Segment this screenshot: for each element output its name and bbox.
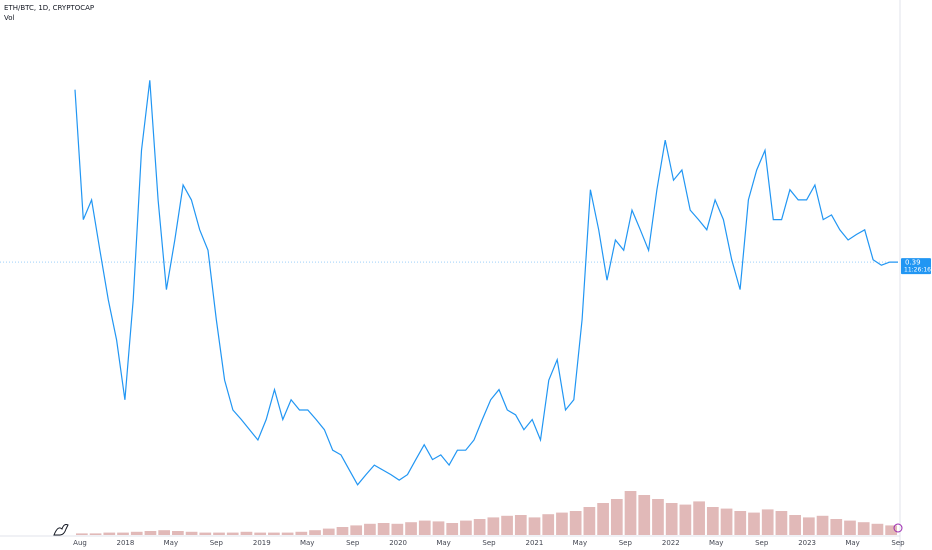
- chart-title: ETH/BTC, 1D, CRYPTOCAP: [4, 4, 94, 12]
- volume-bar: [144, 531, 157, 535]
- volume-bar: [638, 495, 651, 535]
- volume-bar: [597, 503, 609, 535]
- volume-bar: [405, 522, 417, 535]
- x-tick-label: Sep: [346, 539, 360, 547]
- logo: [53, 524, 69, 536]
- volume-bar: [816, 515, 829, 535]
- volume-bar: [322, 528, 335, 535]
- volume-bar: [240, 531, 253, 535]
- volume-bar: [487, 517, 500, 535]
- volume-bar: [199, 532, 212, 535]
- volume-bar: [185, 531, 198, 535]
- x-tick-label: May: [164, 539, 178, 547]
- volume-bar: [665, 503, 678, 535]
- volume-bar: [350, 525, 363, 535]
- volume-bar: [720, 508, 733, 535]
- volume-bar: [418, 520, 431, 535]
- volume-bar: [130, 531, 143, 535]
- x-tick-label: 2023: [798, 539, 816, 547]
- volume-bar: [377, 523, 390, 535]
- volume-bar: [734, 511, 747, 535]
- volume-bar: [254, 532, 267, 535]
- volume-bar: [117, 532, 129, 535]
- volume-bar: [885, 525, 897, 535]
- volume-bar: [514, 515, 527, 535]
- x-tick-label: May: [709, 539, 723, 547]
- volume-bar: [336, 527, 349, 535]
- volume-bar: [569, 511, 582, 535]
- volume-bar: [775, 511, 788, 535]
- volume-bar: [295, 531, 308, 535]
- x-tick-label: Sep: [755, 539, 769, 547]
- volume-bar: [844, 520, 856, 535]
- volume-bar: [446, 523, 459, 535]
- x-tick-label: Sep: [891, 539, 905, 547]
- volume-bar: [583, 507, 596, 535]
- volume-bar: [693, 501, 705, 535]
- volume-bar: [857, 522, 870, 535]
- x-tick-label: May: [573, 539, 587, 547]
- x-tick-label: 2022: [662, 539, 680, 547]
- volume-bar: [871, 523, 884, 535]
- volume-bar: [789, 515, 801, 535]
- x-tick-label: 2020: [389, 539, 407, 547]
- volume-bar: [213, 532, 225, 535]
- x-tick-label: 2019: [253, 539, 271, 547]
- x-tick-label: 2018: [117, 539, 135, 547]
- volume-bar: [501, 515, 513, 535]
- x-tick-label: Sep: [482, 539, 496, 547]
- x-tick-label: 2021: [526, 539, 544, 547]
- x-tick-label: May: [300, 539, 314, 547]
- volume-bar: [528, 517, 541, 535]
- volume-bar: [679, 504, 692, 535]
- volume-bar: [748, 512, 760, 535]
- volume-bar: [268, 532, 280, 535]
- x-tick-label: Sep: [210, 539, 224, 547]
- volume-bar: [542, 514, 555, 535]
- volume-bar: [309, 530, 321, 535]
- price-label-box: [901, 258, 931, 275]
- x-tick-label: Sep: [619, 539, 633, 547]
- volume-bar: [802, 517, 815, 535]
- x-tick-label: May: [436, 539, 450, 547]
- x-tick-label: May: [845, 539, 859, 547]
- volume-bar: [391, 523, 404, 535]
- x-tick-label: Aug: [73, 539, 87, 547]
- countdown-label: 11:26:16: [904, 267, 931, 274]
- volume-bar: [652, 499, 664, 535]
- volume-label: Vol: [4, 14, 15, 22]
- volume-bar: [473, 519, 486, 535]
- volume-bar: [226, 532, 239, 535]
- volume-bar: [103, 532, 116, 535]
- volume-bar: [76, 533, 88, 535]
- replay-icon: [893, 523, 903, 533]
- volume-bar: [158, 530, 171, 535]
- volume-bar: [460, 520, 472, 535]
- price-label: 0.39: [905, 259, 921, 267]
- volume-bar: [761, 509, 774, 535]
- volume-bar: [364, 523, 376, 535]
- volume-bar: [624, 491, 637, 535]
- volume-bar: [610, 499, 623, 535]
- volume-bar: [281, 532, 294, 535]
- volume-bar: [706, 507, 719, 535]
- volume-bar: [172, 531, 184, 535]
- volume-bar: [830, 519, 843, 535]
- volume-bar: [89, 533, 102, 535]
- volume-bar: [556, 512, 568, 535]
- price-line: [74, 80, 898, 486]
- volume-bar: [432, 521, 445, 535]
